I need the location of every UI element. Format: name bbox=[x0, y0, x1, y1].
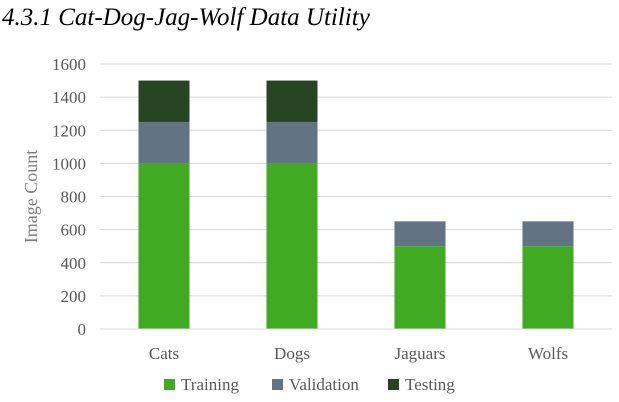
y-tick-label: 400 bbox=[61, 254, 87, 273]
legend-swatch-validation bbox=[272, 379, 283, 390]
legend-label-validation: Validation bbox=[289, 375, 359, 394]
bar-cats-validation bbox=[138, 121, 190, 164]
y-axis-tick-labels: 0 200 400 600 800 1000 1200 1400 1600 bbox=[52, 55, 86, 339]
x-tick-label-jaguars: Jaguars bbox=[395, 344, 446, 363]
y-tick-label: 800 bbox=[61, 188, 87, 207]
page-heading: 4.3.1 Cat-Dog-Jag-Wolf Data Utility bbox=[2, 4, 370, 31]
bar-cats-testing bbox=[138, 80, 190, 122]
x-axis-tick-labels: Cats Dogs Jaguars Wolfs bbox=[149, 344, 568, 363]
legend-label-training: Training bbox=[181, 375, 239, 394]
bar-jaguars-validation bbox=[394, 221, 446, 247]
y-tick-label: 0 bbox=[78, 320, 87, 339]
y-tick-label: 600 bbox=[61, 221, 87, 240]
bar-dogs-testing bbox=[266, 80, 318, 122]
legend: Training Validation Testing bbox=[164, 375, 455, 394]
legend-label-testing: Testing bbox=[405, 375, 455, 394]
x-tick-label-dogs: Dogs bbox=[274, 344, 310, 363]
bars bbox=[138, 80, 574, 329]
bar-wolfs-validation bbox=[522, 221, 574, 247]
legend-swatch-testing bbox=[388, 379, 399, 390]
bar-wolfs-training bbox=[522, 246, 574, 329]
y-axis-title: Image Count bbox=[21, 150, 41, 243]
y-tick-label: 1400 bbox=[52, 88, 86, 107]
y-tick-label: 1600 bbox=[52, 55, 86, 74]
x-tick-label-cats: Cats bbox=[149, 344, 179, 363]
y-tick-label: 200 bbox=[61, 287, 87, 306]
x-tick-label-wolfs: Wolfs bbox=[528, 344, 568, 363]
bar-cats-training bbox=[138, 163, 190, 329]
legend-swatch-training bbox=[164, 379, 175, 390]
bar-jaguars-training bbox=[394, 246, 446, 329]
bar-dogs-training bbox=[266, 163, 318, 329]
y-tick-label: 1200 bbox=[52, 121, 86, 140]
y-tick-label: 1000 bbox=[52, 154, 86, 173]
bar-dogs-validation bbox=[266, 121, 318, 164]
